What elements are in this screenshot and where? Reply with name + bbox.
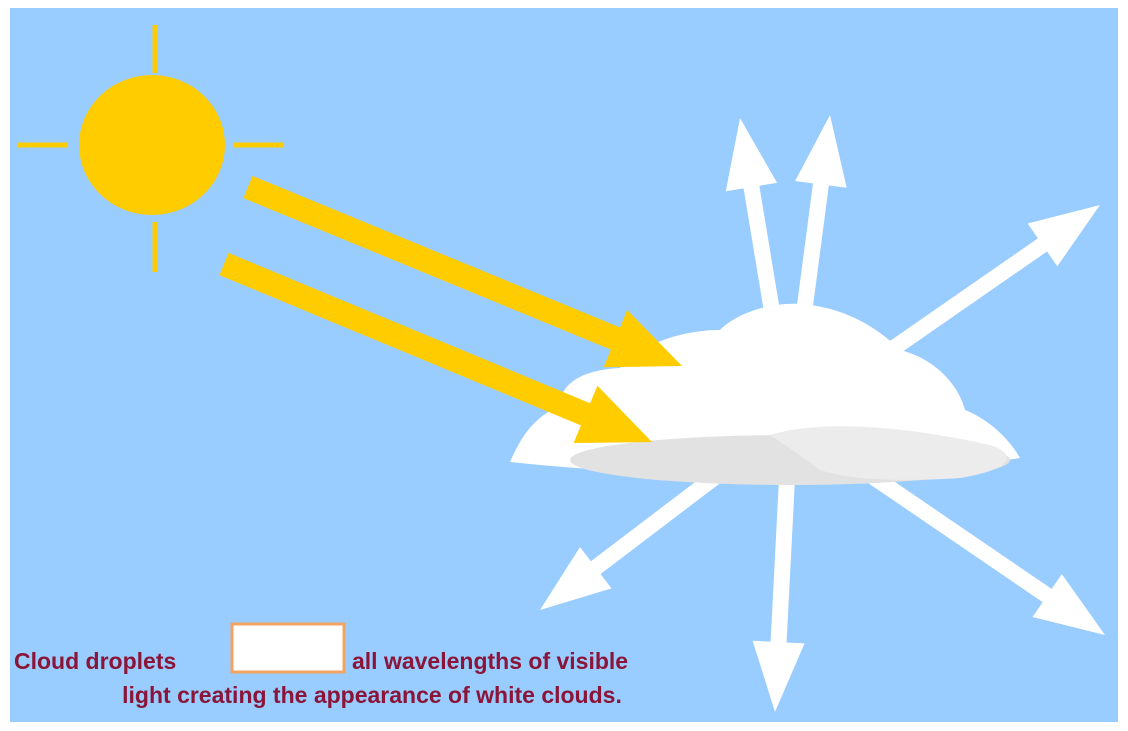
page: Cloud droplets all wavelengths of visibl… — [0, 0, 1128, 731]
caption-text: Cloud droplets — [14, 648, 176, 674]
answer-box[interactable] — [232, 624, 344, 672]
sun-disc — [79, 75, 225, 215]
caption-text: all wavelengths of visible — [352, 648, 628, 674]
caption-text: light creating the appearance of white c… — [122, 682, 622, 708]
illustration: Cloud droplets all wavelengths of visibl… — [0, 0, 1128, 731]
